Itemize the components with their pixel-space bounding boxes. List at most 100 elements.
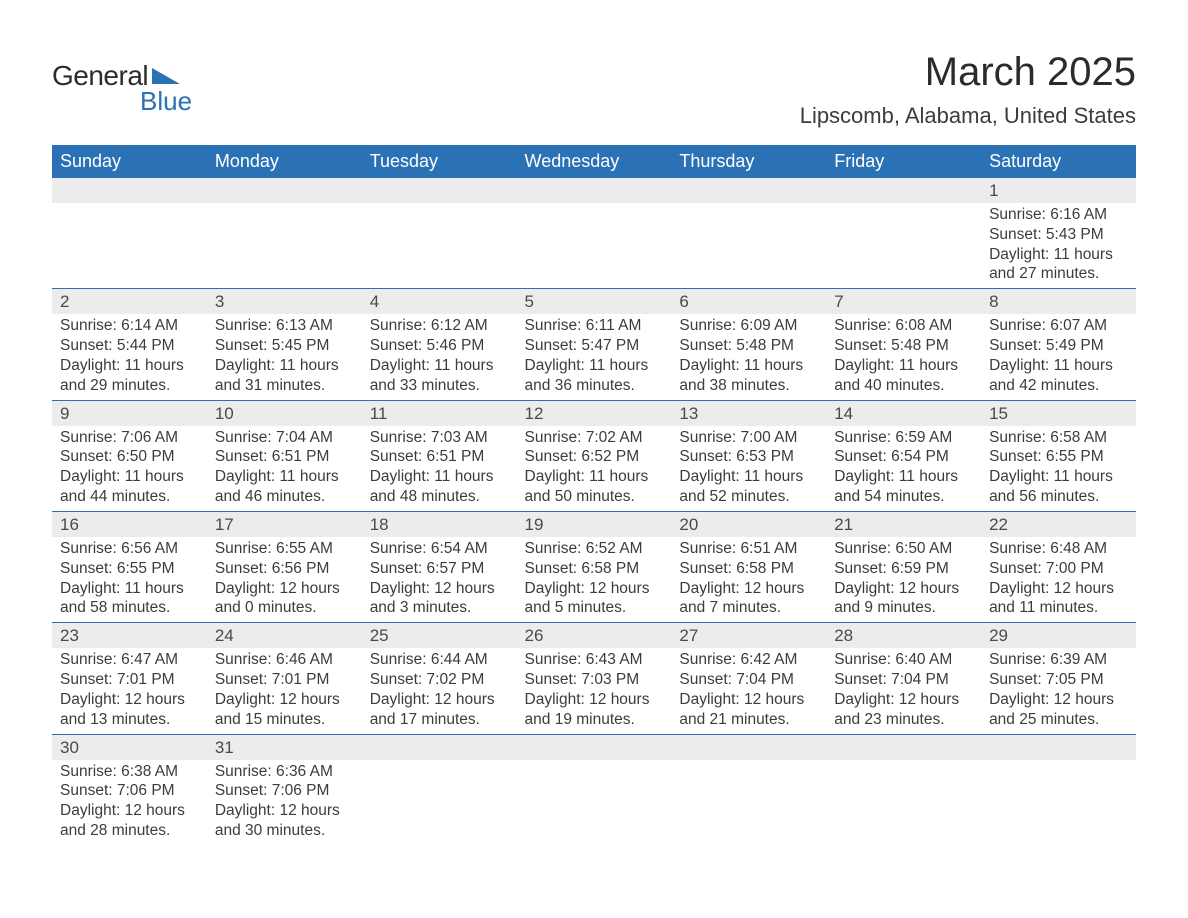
date-number: 7 — [826, 288, 981, 314]
calendar-day-cell: 4Sunrise: 6:12 AMSunset: 5:46 PMDaylight… — [362, 288, 517, 399]
daylight-line: Daylight: 11 hours and 42 minutes. — [989, 356, 1128, 396]
day-detail — [517, 760, 672, 766]
weekday-header-row: Sunday Monday Tuesday Wednesday Thursday… — [52, 145, 1136, 178]
day-detail — [981, 760, 1136, 766]
day-detail: Sunrise: 6:39 AMSunset: 7:05 PMDaylight:… — [981, 648, 1136, 733]
sunset-line: Sunset: 6:58 PM — [525, 559, 664, 579]
calendar-day-cell: 1Sunrise: 6:16 AMSunset: 5:43 PMDaylight… — [981, 178, 1136, 288]
calendar-day-cell: 30Sunrise: 6:38 AMSunset: 7:06 PMDayligh… — [52, 734, 207, 845]
day-detail: Sunrise: 6:48 AMSunset: 7:00 PMDaylight:… — [981, 537, 1136, 622]
calendar-day-cell: 22Sunrise: 6:48 AMSunset: 7:00 PMDayligh… — [981, 511, 1136, 622]
sunrise-line: Sunrise: 6:50 AM — [834, 539, 973, 559]
sunrise-line: Sunrise: 6:36 AM — [215, 762, 354, 782]
calendar-day-cell — [517, 734, 672, 845]
day-detail: Sunrise: 6:43 AMSunset: 7:03 PMDaylight:… — [517, 648, 672, 733]
page-title: March 2025 — [800, 50, 1136, 95]
sunrise-line: Sunrise: 6:40 AM — [834, 650, 973, 670]
calendar-week-row: 9Sunrise: 7:06 AMSunset: 6:50 PMDaylight… — [52, 400, 1136, 511]
day-detail: Sunrise: 6:56 AMSunset: 6:55 PMDaylight:… — [52, 537, 207, 622]
day-detail: Sunrise: 6:16 AMSunset: 5:43 PMDaylight:… — [981, 203, 1136, 288]
day-detail: Sunrise: 6:46 AMSunset: 7:01 PMDaylight:… — [207, 648, 362, 733]
sunrise-line: Sunrise: 6:44 AM — [370, 650, 509, 670]
sunset-line: Sunset: 6:55 PM — [989, 447, 1128, 467]
daylight-line: Daylight: 12 hours and 25 minutes. — [989, 690, 1128, 730]
date-number: 9 — [52, 400, 207, 426]
daylight-line: Daylight: 12 hours and 9 minutes. — [834, 579, 973, 619]
calendar-day-cell — [362, 734, 517, 845]
daylight-line: Daylight: 12 hours and 7 minutes. — [679, 579, 818, 619]
day-detail: Sunrise: 6:13 AMSunset: 5:45 PMDaylight:… — [207, 314, 362, 399]
date-number — [671, 734, 826, 760]
calendar-table: Sunday Monday Tuesday Wednesday Thursday… — [52, 145, 1136, 845]
date-number: 22 — [981, 511, 1136, 537]
day-detail: Sunrise: 6:07 AMSunset: 5:49 PMDaylight:… — [981, 314, 1136, 399]
logo-triangle-icon — [148, 64, 180, 89]
date-number: 27 — [671, 622, 826, 648]
day-detail: Sunrise: 6:51 AMSunset: 6:58 PMDaylight:… — [671, 537, 826, 622]
calendar-day-cell: 29Sunrise: 6:39 AMSunset: 7:05 PMDayligh… — [981, 622, 1136, 733]
calendar-day-cell: 5Sunrise: 6:11 AMSunset: 5:47 PMDaylight… — [517, 288, 672, 399]
date-number — [207, 178, 362, 203]
calendar-day-cell — [981, 734, 1136, 845]
logo-text-general: General — [52, 60, 148, 92]
daylight-line: Daylight: 12 hours and 17 minutes. — [370, 690, 509, 730]
daylight-line: Daylight: 11 hours and 52 minutes. — [679, 467, 818, 507]
sunrise-line: Sunrise: 6:55 AM — [215, 539, 354, 559]
date-number — [826, 734, 981, 760]
calendar-day-cell — [362, 178, 517, 288]
daylight-line: Daylight: 11 hours and 54 minutes. — [834, 467, 973, 507]
sunrise-line: Sunrise: 6:39 AM — [989, 650, 1128, 670]
weekday-header: Wednesday — [517, 145, 672, 178]
sunset-line: Sunset: 5:44 PM — [60, 336, 199, 356]
calendar-day-cell: 21Sunrise: 6:50 AMSunset: 6:59 PMDayligh… — [826, 511, 981, 622]
daylight-line: Daylight: 12 hours and 30 minutes. — [215, 801, 354, 841]
date-number: 6 — [671, 288, 826, 314]
date-number: 31 — [207, 734, 362, 760]
sunrise-line: Sunrise: 6:56 AM — [60, 539, 199, 559]
calendar-day-cell: 15Sunrise: 6:58 AMSunset: 6:55 PMDayligh… — [981, 400, 1136, 511]
daylight-line: Daylight: 11 hours and 27 minutes. — [989, 245, 1128, 285]
location-subtitle: Lipscomb, Alabama, United States — [800, 103, 1136, 129]
date-number — [981, 734, 1136, 760]
calendar-day-cell — [207, 178, 362, 288]
day-detail: Sunrise: 6:47 AMSunset: 7:01 PMDaylight:… — [52, 648, 207, 733]
calendar-day-cell — [517, 178, 672, 288]
sunrise-line: Sunrise: 6:08 AM — [834, 316, 973, 336]
calendar-day-cell: 3Sunrise: 6:13 AMSunset: 5:45 PMDaylight… — [207, 288, 362, 399]
date-number: 26 — [517, 622, 672, 648]
day-detail — [826, 760, 981, 766]
sunrise-line: Sunrise: 6:11 AM — [525, 316, 664, 336]
calendar-day-cell: 9Sunrise: 7:06 AMSunset: 6:50 PMDaylight… — [52, 400, 207, 511]
daylight-line: Daylight: 12 hours and 5 minutes. — [525, 579, 664, 619]
sunset-line: Sunset: 6:53 PM — [679, 447, 818, 467]
daylight-line: Daylight: 12 hours and 13 minutes. — [60, 690, 199, 730]
sunset-line: Sunset: 6:50 PM — [60, 447, 199, 467]
date-number — [52, 178, 207, 203]
calendar-day-cell: 18Sunrise: 6:54 AMSunset: 6:57 PMDayligh… — [362, 511, 517, 622]
date-number: 20 — [671, 511, 826, 537]
date-number: 5 — [517, 288, 672, 314]
calendar-day-cell: 12Sunrise: 7:02 AMSunset: 6:52 PMDayligh… — [517, 400, 672, 511]
header-section: General Blue March 2025 Lipscomb, Alabam… — [52, 50, 1136, 129]
calendar-day-cell: 31Sunrise: 6:36 AMSunset: 7:06 PMDayligh… — [207, 734, 362, 845]
date-number: 2 — [52, 288, 207, 314]
calendar-week-row: 1Sunrise: 6:16 AMSunset: 5:43 PMDaylight… — [52, 178, 1136, 288]
daylight-line: Daylight: 11 hours and 38 minutes. — [679, 356, 818, 396]
sunset-line: Sunset: 5:46 PM — [370, 336, 509, 356]
day-detail: Sunrise: 6:59 AMSunset: 6:54 PMDaylight:… — [826, 426, 981, 511]
sunrise-line: Sunrise: 6:48 AM — [989, 539, 1128, 559]
sunrise-line: Sunrise: 7:02 AM — [525, 428, 664, 448]
sunset-line: Sunset: 5:48 PM — [679, 336, 818, 356]
weekday-header: Friday — [826, 145, 981, 178]
daylight-line: Daylight: 12 hours and 11 minutes. — [989, 579, 1128, 619]
day-detail: Sunrise: 6:14 AMSunset: 5:44 PMDaylight:… — [52, 314, 207, 399]
sunrise-line: Sunrise: 6:13 AM — [215, 316, 354, 336]
sunrise-line: Sunrise: 6:14 AM — [60, 316, 199, 336]
date-number: 8 — [981, 288, 1136, 314]
date-number: 4 — [362, 288, 517, 314]
sunset-line: Sunset: 6:59 PM — [834, 559, 973, 579]
calendar-day-cell: 11Sunrise: 7:03 AMSunset: 6:51 PMDayligh… — [362, 400, 517, 511]
day-detail: Sunrise: 7:03 AMSunset: 6:51 PMDaylight:… — [362, 426, 517, 511]
date-number — [362, 734, 517, 760]
calendar-day-cell — [826, 734, 981, 845]
